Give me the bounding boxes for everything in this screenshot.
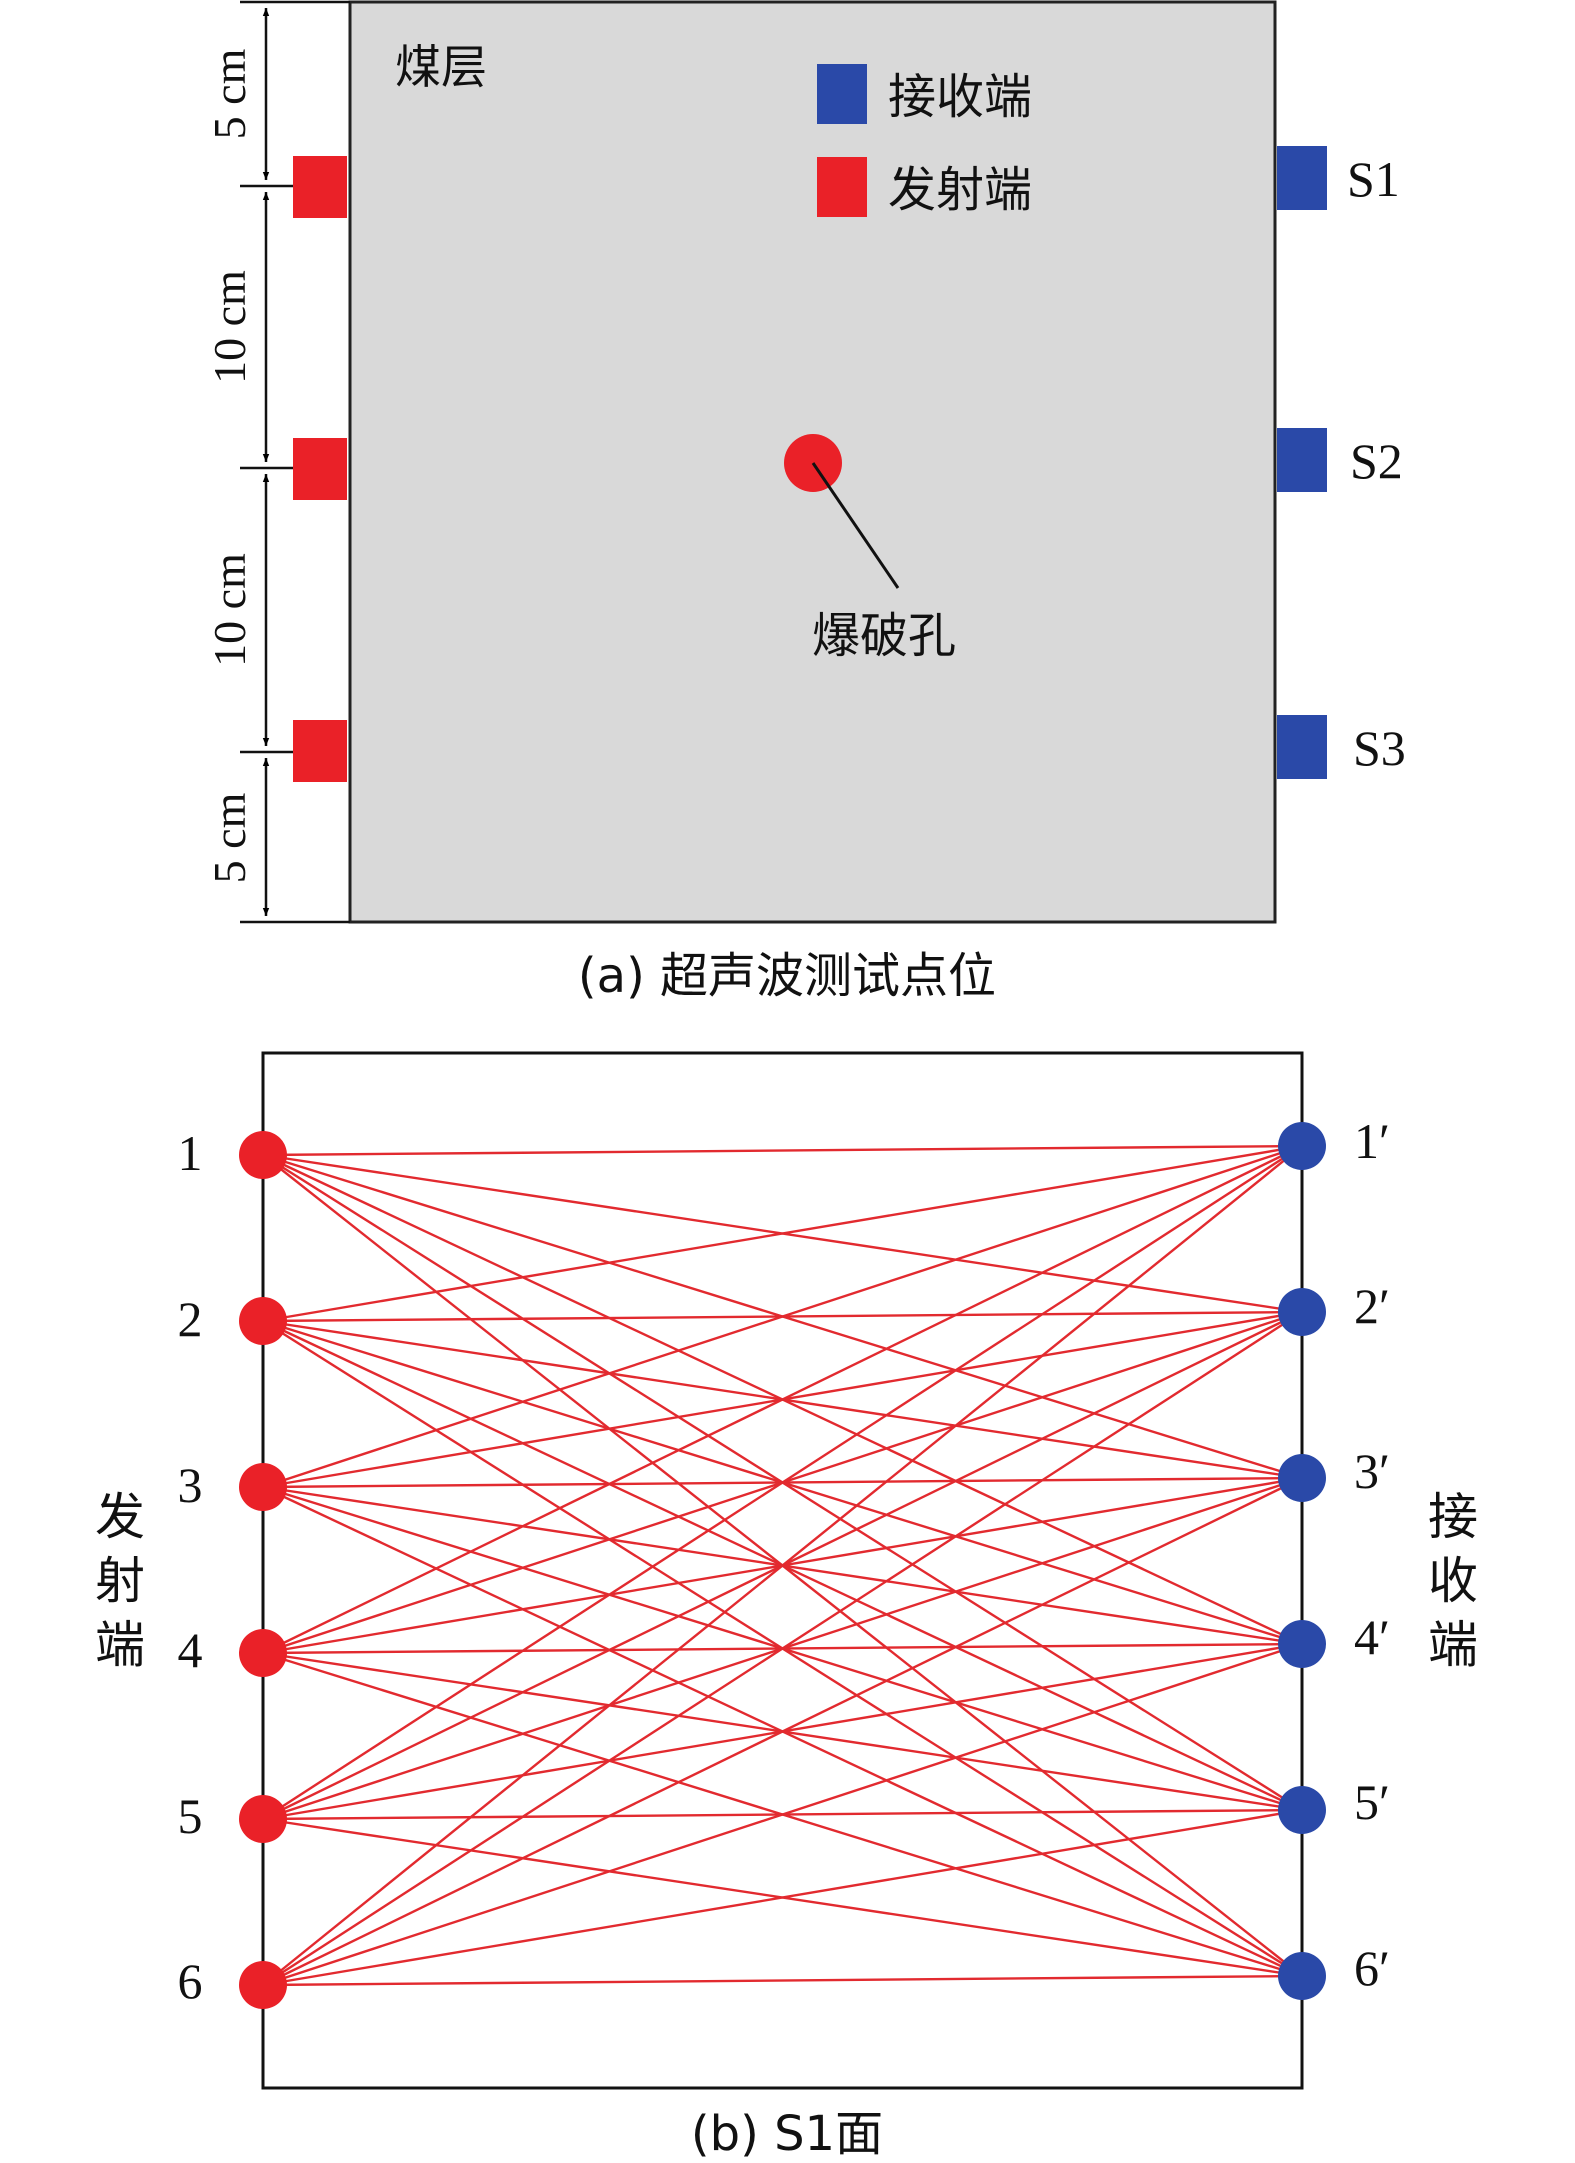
ray-5-to-1	[262, 1144, 1303, 1821]
receiver-label-6: 6′	[1354, 1940, 1390, 1996]
transmitter-node-2	[239, 1297, 287, 1345]
transmitter-marker-3	[293, 720, 347, 782]
receiver-label-5: 5′	[1354, 1774, 1390, 1830]
transmitter-label-6: 6	[178, 1953, 203, 2009]
transmitter-marker-2	[293, 438, 347, 500]
caption-b: (b) S1面	[691, 2106, 883, 2162]
blast-hole-leader-line	[811, 462, 900, 589]
receiver-marker-s3	[1277, 715, 1327, 779]
transmitter-label-4: 4	[178, 1622, 203, 1678]
side-label-transmitter-2: 射	[95, 1552, 145, 1610]
ray-6-to-1	[262, 1145, 1303, 1986]
receiver-node-4	[1278, 1620, 1326, 1668]
receiver-node-5	[1278, 1786, 1326, 1834]
caption-a: (a) 超声波测试点位	[578, 948, 996, 1004]
receiver-label-1: 1′	[1354, 1113, 1390, 1169]
side-label-transmitter-3: 端	[95, 1616, 145, 1674]
panel-a: 煤层 接收端 发射端 S1 S2 S3 爆破孔	[204, 0, 1406, 1004]
transmitter-label-3: 3	[178, 1457, 203, 1513]
transmitter-marker-1	[293, 156, 347, 218]
transmitter-label-1: 1	[178, 1125, 203, 1181]
dimension-lines	[240, 0, 350, 924]
dimension-label-4: 5 cm	[204, 792, 255, 883]
transmitter-node-3	[239, 1463, 287, 1511]
receiver-label-2: 2′	[1354, 1278, 1390, 1334]
transmitter-label-2: 2	[178, 1291, 203, 1347]
dimension-label-2: 10 cm	[204, 270, 255, 384]
receiver-node-3	[1278, 1454, 1326, 1502]
legend-transmitter-swatch	[817, 157, 867, 217]
ray-2-to-1	[262, 1144, 1303, 1323]
transmitter-nodes	[239, 1131, 287, 2009]
side-label-receiver-3: 端	[1428, 1616, 1478, 1674]
s1-face-frame	[261, 1051, 1304, 2090]
coal-seam-label: 煤层	[395, 40, 487, 94]
transmitter-labels: 1 2 3 4 5 6	[178, 1125, 203, 2009]
receiver-marker-s1	[1277, 146, 1327, 210]
side-label-transmitter-1: 发	[95, 1488, 145, 1546]
dimension-label-3: 10 cm	[204, 553, 255, 667]
ray-1-to-1	[262, 1144, 1303, 1157]
legend-receiver-swatch	[817, 64, 867, 124]
legend-receiver-label: 接收端	[888, 69, 1032, 125]
transmitter-node-5	[239, 1795, 287, 1843]
receiver-label-4: 4′	[1354, 1609, 1390, 1665]
transmitter-node-4	[239, 1629, 287, 1677]
ray-6-to-6	[262, 1974, 1303, 1987]
receiver-label-3: 3′	[1354, 1443, 1390, 1499]
transmitter-label-5: 5	[178, 1788, 203, 1844]
receiver-labels: 1′ 2′ 3′ 4′ 5′ 6′	[1354, 1113, 1390, 1996]
ray-6-to-2	[262, 1310, 1303, 1987]
transmitter-node-6	[239, 1961, 287, 2009]
ray-6-to-5	[262, 1808, 1303, 1987]
receiver-node-6	[1278, 1952, 1326, 2000]
ray-3-to-1	[262, 1144, 1303, 1489]
side-label-receiver-2: 收	[1428, 1552, 1478, 1610]
receiver-marker-s2	[1277, 428, 1327, 492]
receiver-node-1	[1278, 1122, 1326, 1170]
receiver-nodes	[1278, 1122, 1326, 2000]
panel-b: 1 2 3 4 5 6 1′ 2′ 3′ 4′ 5′ 6′ 发 射 端 接 收 …	[95, 1051, 1478, 2162]
receiver-node-2	[1278, 1288, 1326, 1336]
ray-paths	[262, 1144, 1303, 1987]
ray-4-to-1	[262, 1144, 1303, 1655]
legend-transmitter-label: 发射端	[888, 162, 1032, 218]
receiver-label-s2: S2	[1350, 433, 1403, 489]
dimension-label-1: 5 cm	[204, 48, 255, 139]
blast-hole-label: 爆破孔	[812, 608, 956, 664]
ray-6-to-4	[262, 1642, 1303, 1987]
ray-6-to-3	[262, 1476, 1303, 1987]
receiver-label-s3: S3	[1353, 720, 1406, 776]
side-label-receiver-1: 接	[1428, 1488, 1478, 1546]
transmitter-node-1	[239, 1131, 287, 1179]
receiver-label-s1: S1	[1347, 151, 1400, 207]
